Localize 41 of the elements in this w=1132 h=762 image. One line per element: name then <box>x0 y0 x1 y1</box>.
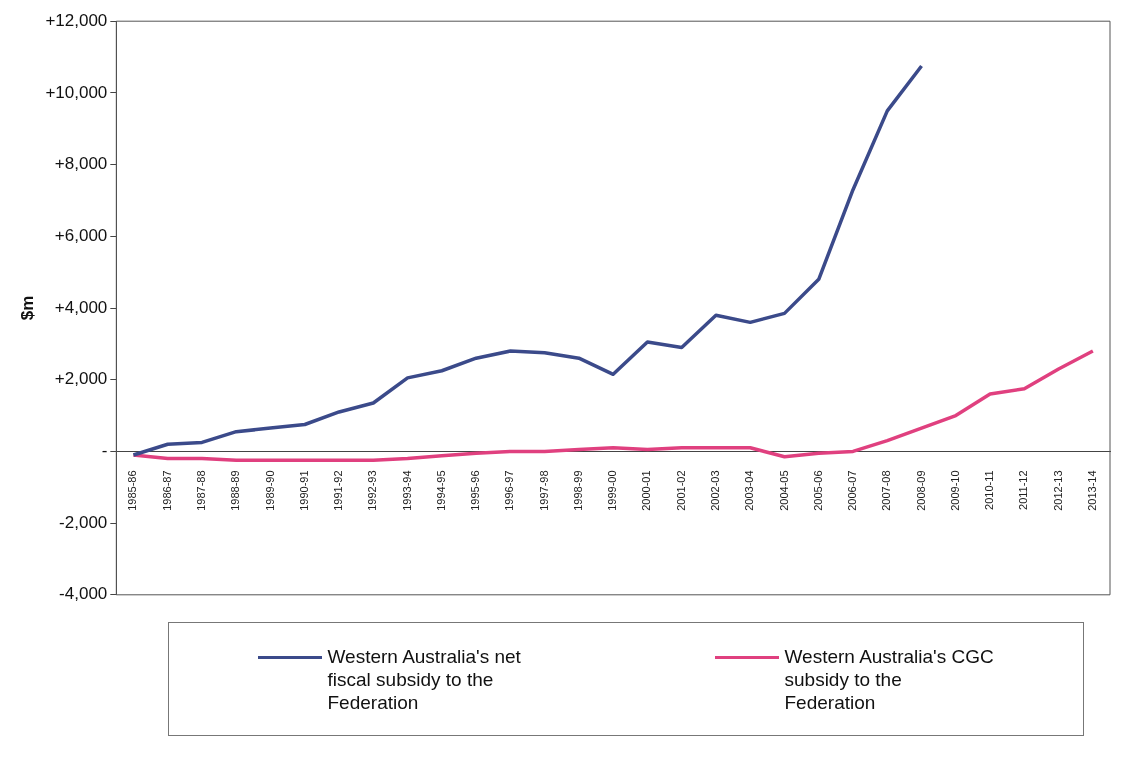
x-tick-label: 2012-13 <box>1051 470 1064 511</box>
x-tick-label: 2010-11 <box>983 470 996 510</box>
x-tick-label: 1985-86 <box>126 470 139 511</box>
x-tick-label: 1989-90 <box>263 470 276 511</box>
legend-label: Western Australia's CGC subsidy to the Federation <box>784 644 995 714</box>
y-axis-title: $m <box>17 295 37 321</box>
x-tick-label: 1997-98 <box>537 470 550 511</box>
legend-label: Western Australia's net fiscal subsidy to the Federation <box>327 644 522 714</box>
x-tick-label: 2011-12 <box>1017 470 1030 510</box>
x-tick-label: 1987-88 <box>195 470 208 511</box>
x-tick-label: 2004-05 <box>777 470 790 511</box>
y-tick-label: -2,000 <box>59 512 108 532</box>
x-tick-label: 1988-89 <box>229 470 242 511</box>
y-tick-label: +12,000 <box>45 10 108 30</box>
x-tick-label: 1991-92 <box>332 470 345 511</box>
x-tick-label: 1986-87 <box>160 470 173 511</box>
x-tick-label: 1996-97 <box>503 470 516 511</box>
y-tick-label: -4,000 <box>59 584 108 604</box>
x-tick-label: 2001-02 <box>674 470 687 511</box>
x-tick-label: 2008-09 <box>914 470 927 511</box>
x-tick-label: 2013-14 <box>1085 470 1098 511</box>
x-tick-label: 1998-99 <box>571 470 584 511</box>
x-tick-label: 2002-03 <box>708 470 721 511</box>
x-tick-label: 2005-06 <box>811 470 824 511</box>
x-tick-label: 2006-07 <box>846 470 859 511</box>
y-tick-label: +2,000 <box>54 369 108 389</box>
x-tick-label: 2007-08 <box>880 470 893 511</box>
x-tick-label: 1995-96 <box>469 470 482 511</box>
y-tick-label: +8,000 <box>54 154 108 174</box>
x-tick-label: 1992-93 <box>366 470 379 511</box>
x-tick-label: 1990-91 <box>297 470 310 511</box>
y-tick-label: +10,000 <box>45 82 108 102</box>
x-tick-label: 2003-04 <box>743 470 756 511</box>
y-tick-label: - <box>101 441 108 461</box>
x-tick-label: 2009-10 <box>948 470 961 511</box>
x-tick-label: 1999-00 <box>606 470 619 511</box>
y-tick-label: +4,000 <box>54 297 108 317</box>
x-tick-label: 2000-01 <box>640 470 653 511</box>
x-tick-label: 1993-94 <box>400 470 413 511</box>
x-tick-label: 1994-95 <box>434 470 447 511</box>
y-tick-label: +6,000 <box>54 225 108 245</box>
